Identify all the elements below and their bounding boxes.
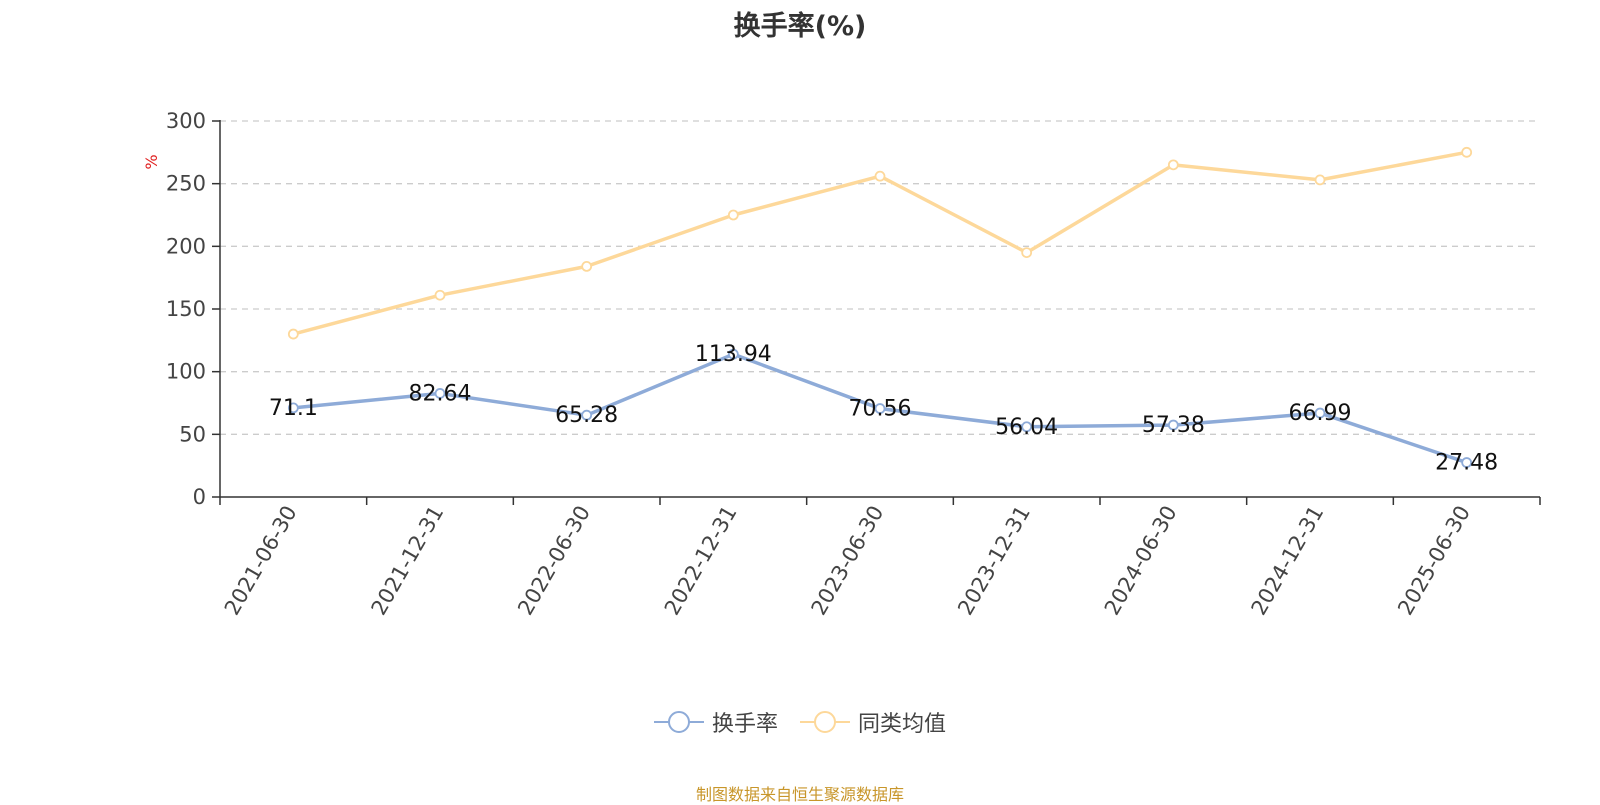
data-label: 71.1: [269, 396, 318, 421]
data-point: [1461, 457, 1473, 468]
gridlines: [220, 120, 1540, 435]
legend-label: 同类均值: [858, 712, 947, 737]
data-point: [287, 328, 299, 340]
data-point: [727, 209, 739, 221]
data-label: 82.64: [409, 381, 472, 406]
data-labels: 71.1 82.64 65.28 113.94 70.56 56.04 57.38 66.99…: [269, 342, 1498, 475]
data-point: [874, 170, 886, 182]
data-label: 56.04: [995, 415, 1058, 440]
x-tick-label: 2022-06-30: [513, 502, 595, 620]
legend-item[interactable]: 换手率: [653, 706, 778, 738]
source-note: 制图数据来自恒生聚源数据库: [695, 785, 904, 804]
data-point: [1021, 421, 1033, 433]
x-tick-label: 2021-06-30: [220, 502, 302, 620]
legend: 换手率 同类均值: [0, 706, 1600, 738]
x-tick-label: 2024-06-30: [1100, 502, 1182, 620]
axes: 0 50 100 150 200 250 300 2021-06-30 2021-12-31 20…: [166, 109, 1541, 620]
y-tick-label: 50: [179, 422, 206, 446]
data-label: 65.28: [555, 403, 618, 428]
x-tick-label: 2024-12-31: [1247, 502, 1329, 620]
y-tick-label: 250: [166, 172, 206, 196]
series: [287, 146, 1473, 468]
y-tick-label: 0: [193, 485, 206, 509]
data-label: 57.38: [1142, 413, 1205, 438]
data-point: [1461, 146, 1473, 158]
data-label: 66.99: [1289, 401, 1352, 426]
data-label: 70.56: [849, 397, 912, 422]
y-tick-label: 200: [166, 234, 206, 258]
legend-item[interactable]: 同类均值: [800, 706, 946, 738]
x-tick-label: 2025-06-30: [1393, 502, 1475, 620]
legend-swatch: [800, 711, 850, 733]
legend-label: 换手率: [711, 712, 778, 737]
y-tick-label: 150: [166, 297, 206, 321]
data-point: [581, 260, 593, 272]
data-point: [287, 402, 299, 414]
data-point: [874, 403, 886, 414]
data-point: [434, 388, 446, 399]
legend-swatch: [653, 711, 704, 733]
y-tick-label: 300: [166, 109, 206, 133]
x-tick-label: 2021-12-31: [367, 502, 449, 620]
data-point: [434, 289, 446, 301]
chart-title: 换手率(%): [733, 11, 867, 42]
data-point: [1167, 159, 1179, 171]
data-point: [1314, 407, 1326, 419]
x-tick-label: 2023-12-31: [953, 502, 1035, 620]
data-label: 27.48: [1435, 451, 1498, 476]
data-point: [1167, 419, 1179, 431]
data-point: [1021, 247, 1033, 259]
x-tick-label: 2022-12-31: [660, 502, 742, 620]
data-point: [1314, 174, 1326, 186]
data-label: 113.94: [695, 342, 772, 367]
x-tick-label: 2023-06-30: [807, 502, 889, 620]
y-tick-label: 100: [166, 360, 206, 384]
data-point: [581, 409, 593, 421]
data-point: [727, 348, 739, 360]
y-axis-label: %: [142, 154, 161, 169]
